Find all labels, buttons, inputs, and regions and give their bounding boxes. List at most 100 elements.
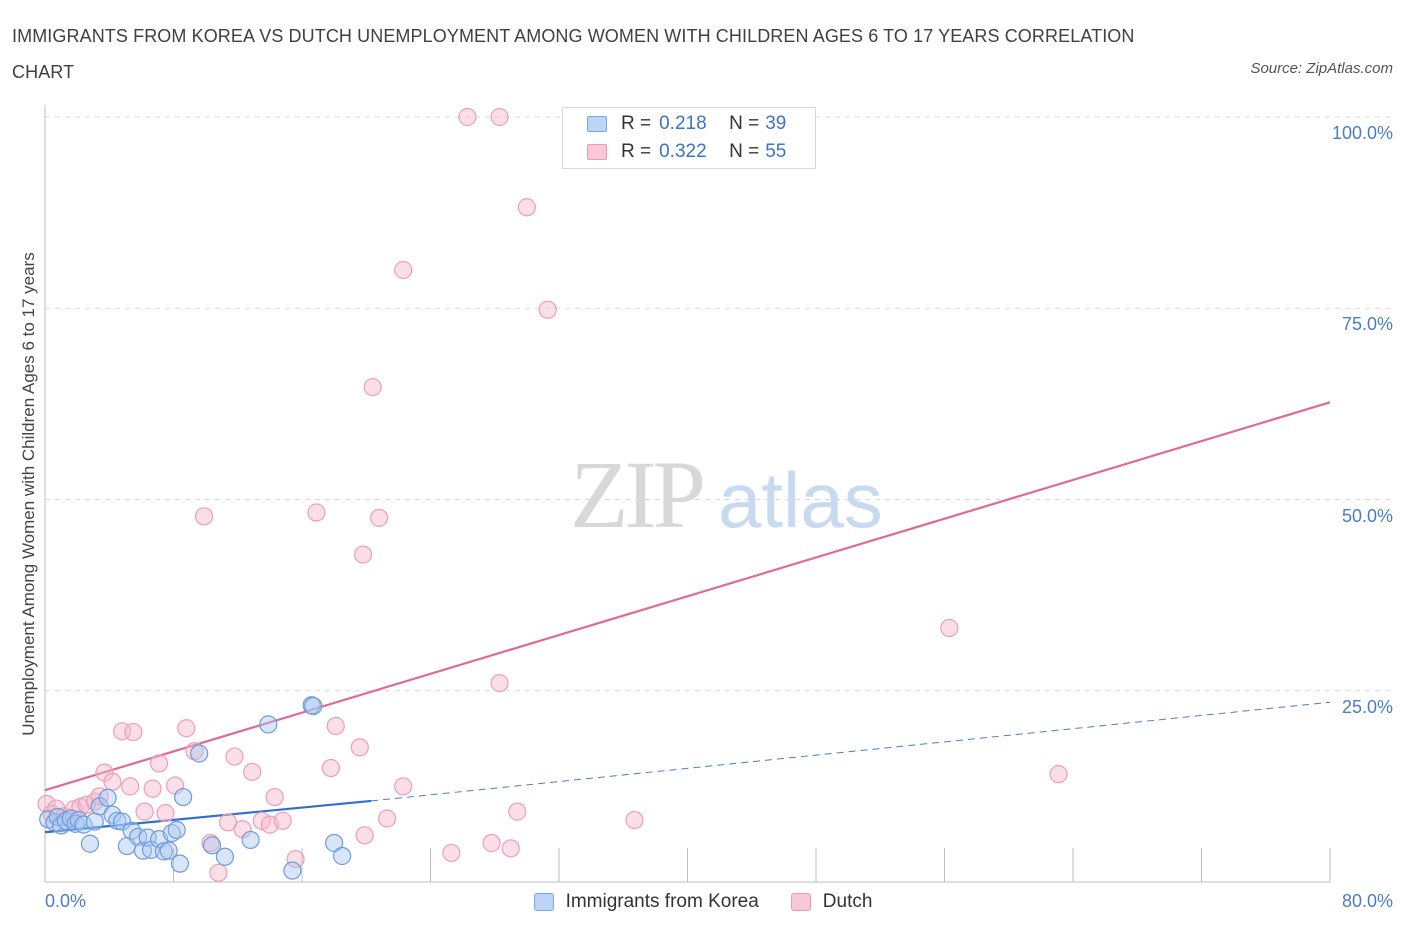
data-point-korea	[259, 715, 278, 734]
data-point-dutch	[350, 738, 369, 757]
r-label: R =	[621, 113, 652, 134]
x-tick-min: 0.0%	[45, 891, 87, 911]
data-point-dutch	[286, 849, 305, 869]
watermark: ZIP atlas	[570, 441, 883, 548]
x-tick-max: 80.0%	[1341, 891, 1393, 911]
data-point-korea	[333, 846, 352, 866]
r-label: R =	[621, 141, 652, 162]
data-point-dutch	[355, 826, 374, 845]
n-value-dutch: 55	[765, 141, 787, 162]
data-point-korea	[241, 830, 260, 850]
data-point-dutch	[482, 833, 501, 853]
data-point-korea	[215, 847, 234, 866]
data-point-dutch	[265, 787, 284, 807]
data-points	[37, 107, 1068, 882]
series-legend-dutch[interactable]: Dutch	[790, 891, 873, 913]
series-swatch-korea	[533, 893, 554, 911]
y-tick-label: 75.0%	[1341, 314, 1393, 335]
data-point-dutch	[490, 673, 509, 693]
data-point-dutch	[321, 758, 341, 778]
trend-line-korea	[44, 799, 372, 834]
trend-lines	[44, 401, 1331, 834]
data-point-dutch	[185, 742, 204, 761]
data-point-dutch	[194, 507, 214, 526]
data-point-dutch	[219, 813, 238, 832]
data-point-dutch	[177, 719, 196, 738]
trend-line-korea-extrapolated	[371, 701, 1331, 802]
data-point-dutch	[273, 811, 292, 830]
series-label-dutch: Dutch	[822, 891, 873, 912]
data-point-korea	[170, 854, 190, 873]
y-tick-label: 50.0%	[1341, 505, 1393, 526]
data-point-dutch	[243, 762, 262, 781]
series-legend: Immigrants from Korea Dutch	[0, 889, 1406, 915]
data-point-korea	[283, 861, 302, 880]
data-point-dutch	[124, 722, 143, 742]
data-point-dutch	[156, 804, 175, 823]
data-point-korea	[129, 827, 148, 846]
data-point-korea	[202, 836, 222, 855]
data-point-dutch	[225, 747, 244, 766]
data-point-dutch	[103, 772, 122, 791]
data-point-korea	[302, 696, 321, 715]
data-point-dutch	[149, 754, 169, 773]
data-point-dutch	[209, 863, 228, 882]
n-label: N =	[729, 113, 760, 134]
data-point-korea	[154, 842, 173, 861]
data-point-dutch	[370, 508, 389, 527]
data-point-dutch	[307, 503, 326, 522]
legend-swatch-korea	[587, 116, 607, 132]
watermark-atlas: atlas	[718, 456, 883, 544]
data-point-dutch	[490, 107, 509, 127]
grid-lines	[45, 116, 1392, 692]
data-point-dutch	[37, 794, 56, 814]
y-tick-label: 25.0%	[1341, 696, 1393, 717]
r-value-korea: 0.218	[659, 113, 707, 134]
data-point-dutch	[135, 802, 154, 821]
trend-line-dutch	[44, 401, 1331, 792]
data-point-korea	[112, 812, 132, 831]
series-label-korea: Immigrants from Korea	[565, 891, 759, 912]
data-point-korea	[162, 823, 181, 843]
data-point-korea	[80, 834, 100, 853]
r-value-dutch: 0.322	[659, 141, 707, 162]
data-point-dutch	[394, 260, 413, 280]
data-point-dutch	[363, 377, 382, 397]
series-swatch-dutch	[790, 893, 811, 911]
data-point-dutch	[458, 107, 477, 127]
data-point-dutch	[940, 618, 959, 638]
data-point-dutch	[442, 843, 461, 863]
data-point-dutch	[538, 300, 557, 319]
n-label: N =	[729, 141, 760, 162]
data-point-dutch	[353, 545, 373, 564]
data-point-korea	[103, 805, 122, 824]
data-point-dutch	[121, 777, 140, 796]
data-point-dutch	[625, 810, 644, 830]
data-point-korea	[174, 787, 193, 807]
data-point-korea	[74, 815, 93, 834]
data-point-korea	[159, 841, 178, 860]
data-point-korea	[167, 820, 186, 840]
data-point-dutch	[517, 198, 536, 217]
data-point-korea	[85, 812, 104, 831]
y-axis-label: Unemployment Among Women with Children A…	[19, 252, 38, 736]
chart-title: IMMIGRANTS FROM KOREA VS DUTCH UNEMPLOYM…	[12, 26, 1135, 82]
legend-swatch-dutch	[587, 144, 607, 160]
data-point-dutch	[326, 716, 345, 736]
n-value-korea: 39	[765, 113, 787, 134]
data-point-korea	[190, 744, 209, 763]
data-point-dutch	[501, 839, 520, 858]
legend-row-dutch: R = 0.322 N = 55	[587, 140, 786, 164]
y-tick-label: 100.0%	[1331, 123, 1393, 143]
data-point-korea	[98, 788, 117, 807]
data-point-korea	[325, 833, 344, 853]
correlation-legend: R = 0.218 N = 39 R = 0.322 N = 55	[562, 107, 816, 169]
source-label: Source: ZipAtlas.com	[1250, 60, 1393, 77]
data-point-dutch	[508, 802, 527, 821]
data-point-korea	[304, 696, 323, 716]
series-legend-korea[interactable]: Immigrants from Korea	[533, 891, 759, 913]
data-point-korea	[108, 811, 127, 830]
data-point-dutch	[394, 777, 413, 796]
watermark-zip: ZIP	[570, 441, 703, 548]
